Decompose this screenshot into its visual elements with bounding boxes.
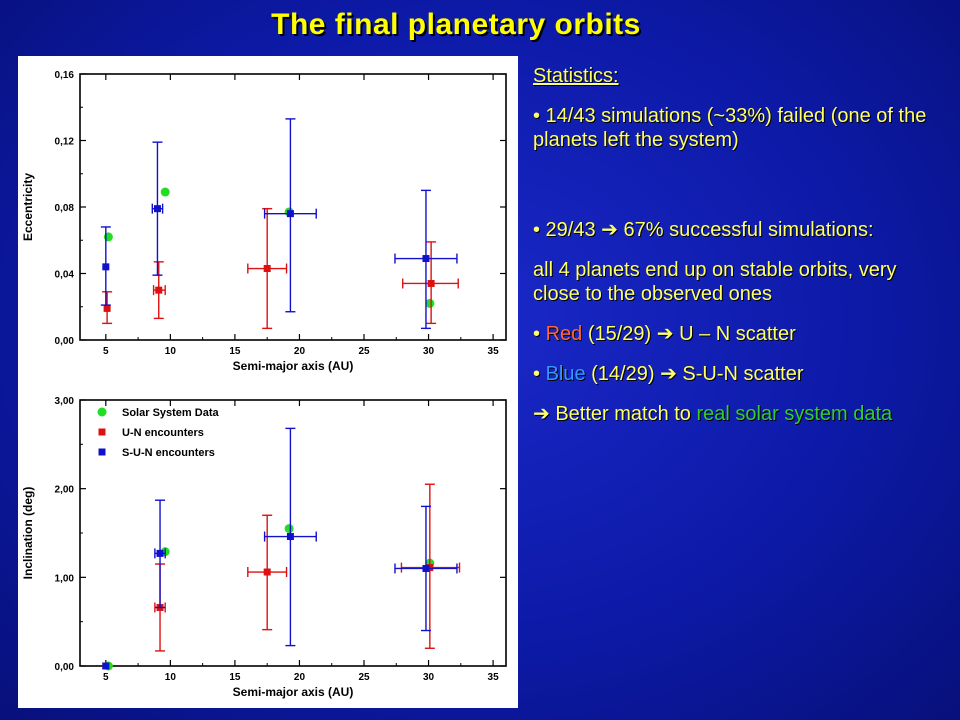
stable-orbits-text: all 4 planets end up on stable orbits, v…: [533, 259, 897, 305]
data-point: [160, 187, 170, 197]
better-match-text: ➔ Better match to real solar system data: [533, 402, 945, 426]
x-tick-label: 10: [165, 672, 177, 683]
y-tick-label: 0,00: [55, 662, 75, 673]
data-point: [427, 279, 435, 287]
better-green: real solar system data: [696, 403, 893, 425]
statistics-panel: Statistics: • 14/43 simulations (~33%) f…: [533, 64, 945, 426]
y-tick-label: 3,00: [55, 396, 75, 407]
data-point: [284, 524, 294, 534]
y-tick-label: 0,08: [55, 203, 75, 214]
data-point: [426, 564, 434, 572]
blue-bullet: •: [533, 363, 546, 385]
legend-entry: S-U-N encounters: [122, 447, 215, 459]
y-tick-label: 2,00: [55, 485, 75, 496]
x-tick-label: 25: [358, 672, 370, 683]
data-point: [263, 265, 271, 273]
legend-marker: [97, 407, 107, 417]
data-point: [422, 564, 430, 572]
data-point: [286, 210, 294, 218]
statistics-heading: Statistics:: [533, 65, 619, 87]
red-bullet: •: [533, 323, 546, 345]
x-tick-label: 5: [103, 346, 109, 357]
data-point: [102, 662, 110, 670]
x-tick-label: 30: [423, 346, 435, 357]
blue-word: Blue: [545, 363, 586, 385]
x-tick-label: 25: [358, 346, 370, 357]
x-tick-label: 15: [229, 346, 241, 357]
y-axis-label: Eccentricity: [21, 173, 35, 241]
x-tick-label: 30: [423, 672, 435, 683]
legend-marker: [98, 428, 106, 436]
legend-marker: [98, 448, 106, 456]
data-point: [153, 205, 161, 213]
blue-rest: (14/29) ➔ S-U-N scatter: [585, 363, 804, 385]
y-tick-label: 0,04: [55, 270, 75, 281]
data-point: [422, 255, 430, 263]
chart-panel: 5 10 15 20 25 30 35 0,00 0,04 0,08 0,12 0,16 Semi-ma…: [18, 56, 518, 708]
red-word: Red: [545, 323, 583, 345]
data-point: [156, 549, 164, 557]
failed-simulations-text: • 14/43 simulations (~33%) failed (one o…: [533, 105, 927, 151]
x-tick-label: 20: [294, 346, 306, 357]
x-axis-label: Semi-major axis (AU): [233, 359, 354, 373]
data-point: [103, 304, 111, 312]
y-tick-label: 1,00: [55, 573, 75, 584]
data-point: [286, 533, 294, 541]
legend-entry: Solar System Data: [122, 407, 219, 419]
x-tick-label: 35: [488, 346, 500, 357]
y-axis-label: Inclination (deg): [21, 487, 35, 580]
x-tick-label: 5: [103, 672, 109, 683]
slide-title: The final planetary orbits: [271, 8, 641, 41]
data-point: [425, 298, 435, 308]
plot-frame: [79, 73, 507, 341]
better-prefix: ➔ Better match to: [533, 403, 697, 425]
data-point: [102, 263, 110, 271]
y-tick-label: 0,16: [55, 70, 75, 81]
legend-entry: U-N encounters: [122, 427, 204, 439]
y-tick-label: 0,00: [55, 336, 75, 347]
successful-simulations-text: • 29/43 ➔ 67% successful simulations:: [533, 219, 874, 241]
data-point: [263, 568, 271, 576]
plot-frame: [79, 399, 507, 667]
x-axis-label: Semi-major axis (AU): [233, 685, 354, 699]
red-rest: (15/29) ➔ U – N scatter: [582, 323, 796, 345]
x-tick-label: 10: [165, 346, 177, 357]
x-tick-label: 20: [294, 672, 306, 683]
y-tick-label: 0,12: [55, 137, 75, 148]
inclination-chart: 5 10 15 20 25 30 35 0,00 1,00 2,00 3,00 Semi-major …: [21, 396, 507, 699]
data-point: [155, 286, 163, 294]
x-tick-label: 35: [488, 672, 500, 683]
x-tick-label: 15: [229, 672, 241, 683]
red-scatter-text: • Red (15/29) ➔ U – N scatter: [533, 322, 945, 346]
blue-scatter-text: • Blue (14/29) ➔ S-U-N scatter: [533, 362, 945, 386]
eccentricity-chart: 5 10 15 20 25 30 35 0,00 0,04 0,08 0,12 0,16 Semi-ma…: [21, 70, 507, 373]
